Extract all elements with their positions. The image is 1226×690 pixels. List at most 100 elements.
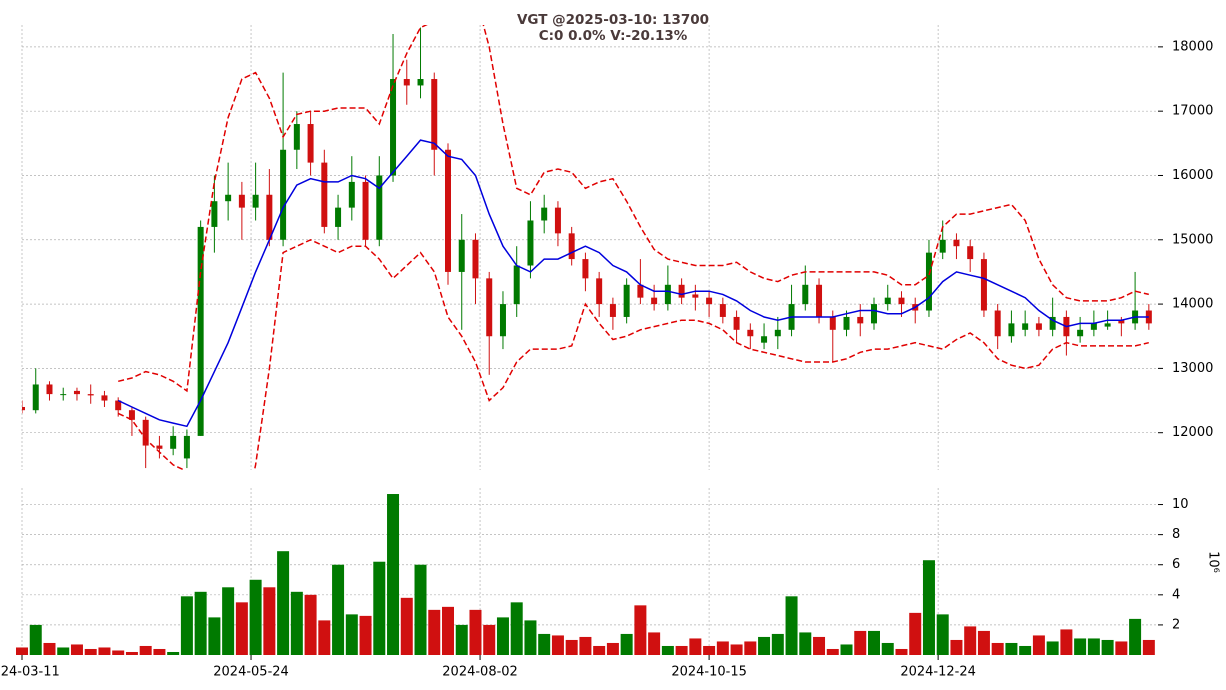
volume-bar xyxy=(1046,641,1059,655)
volume-bar xyxy=(936,614,949,655)
candle-body xyxy=(280,149,287,240)
volume-bar xyxy=(1060,629,1073,655)
candle-body xyxy=(1145,310,1152,324)
volume-bar xyxy=(565,639,578,655)
volume-bar xyxy=(881,642,894,655)
volume-bar xyxy=(634,605,647,655)
volume-bar xyxy=(483,624,496,655)
volume-bar xyxy=(1087,638,1100,655)
candle-body xyxy=(554,207,561,234)
volume-axis-label: 10⁶ xyxy=(1206,551,1221,573)
candle-body xyxy=(513,265,520,305)
candle-body xyxy=(719,304,726,317)
volume-bar xyxy=(922,560,935,655)
candle-body xyxy=(307,124,314,163)
volume-bar xyxy=(1129,618,1142,655)
volume-bar xyxy=(771,633,784,655)
price-panel xyxy=(22,25,1152,470)
candle-body xyxy=(156,445,163,449)
chart-subtitle: C:0 0.0% V:-20.13% xyxy=(539,28,688,44)
candle-body xyxy=(898,297,905,305)
candle-body xyxy=(1022,323,1029,330)
candle-body xyxy=(871,304,877,324)
candle-body xyxy=(128,410,135,420)
volume-bar xyxy=(345,614,358,655)
candle-body xyxy=(541,207,548,221)
volume-bar xyxy=(153,648,166,655)
volume-bar xyxy=(854,630,867,655)
candle-body xyxy=(403,79,410,86)
volume-bar xyxy=(84,648,97,655)
candle-body xyxy=(774,329,781,337)
candle-body xyxy=(747,329,754,337)
candle-body xyxy=(596,278,603,305)
candle-body xyxy=(46,384,53,395)
candle-body xyxy=(939,239,946,253)
candle-body xyxy=(1090,323,1097,330)
volume-bar xyxy=(758,636,771,655)
candle-body xyxy=(431,79,438,150)
candle-body xyxy=(266,194,273,240)
candle-body xyxy=(183,435,190,459)
volume-bar xyxy=(977,630,990,655)
candle-body xyxy=(692,294,699,298)
y-tick-label: 15000 xyxy=(1172,232,1213,247)
volume-bar xyxy=(799,632,812,655)
volume-bar xyxy=(428,609,441,655)
volume-bar xyxy=(593,645,606,655)
volume-bar xyxy=(400,597,413,655)
y-tick-label: 16000 xyxy=(1172,168,1213,183)
candle-body xyxy=(293,124,300,150)
candle-body xyxy=(499,304,506,337)
volume-bar xyxy=(387,494,400,655)
candle-body xyxy=(1077,329,1084,337)
candle-body xyxy=(664,284,671,305)
candle-body xyxy=(321,162,328,227)
x-tick-label: 2024-10-15 xyxy=(671,665,747,680)
candle-body xyxy=(980,259,987,311)
candle-body xyxy=(857,316,864,324)
candle-body xyxy=(32,384,39,411)
volume-bar xyxy=(496,617,509,655)
x-tick-label: 2024-08-02 xyxy=(442,665,518,680)
candle-body xyxy=(417,79,424,86)
volume-bar xyxy=(263,587,276,655)
volume-bar xyxy=(442,606,454,655)
volume-bar xyxy=(538,633,551,655)
candle-body xyxy=(73,390,80,395)
x-tick-label: 2024-12-24 xyxy=(900,665,976,680)
y-tick-label: 4 xyxy=(1172,587,1180,602)
y-tick-label: 8 xyxy=(1172,527,1180,542)
candle-body xyxy=(816,284,823,317)
candle-body xyxy=(1118,320,1125,324)
candle-body xyxy=(568,233,575,260)
volume-bar xyxy=(112,650,125,655)
candle-body xyxy=(1008,323,1015,337)
candle-body xyxy=(527,220,534,266)
candle-body xyxy=(22,406,25,411)
volume-bar xyxy=(277,551,290,655)
volume-bar xyxy=(661,645,674,655)
candle-body xyxy=(802,284,809,305)
candle-body xyxy=(472,239,479,279)
y-tick-label: 17000 xyxy=(1172,104,1213,119)
volume-bar xyxy=(194,591,207,655)
volume-bar xyxy=(510,602,523,655)
volume-bar xyxy=(332,564,345,655)
candle-body xyxy=(197,226,204,436)
volume-bar xyxy=(785,596,798,655)
candle-body xyxy=(1035,323,1042,330)
candle-body xyxy=(706,297,713,305)
y-tick-label: 13000 xyxy=(1172,361,1213,376)
volume-bar xyxy=(180,596,193,655)
volume-bar xyxy=(716,641,729,655)
volume-bar xyxy=(689,638,702,655)
candle-body xyxy=(60,394,67,396)
y-tick-label: 14000 xyxy=(1172,297,1213,312)
candle-body xyxy=(101,395,108,401)
volume-bar xyxy=(304,594,317,655)
volume-bar xyxy=(125,651,138,655)
upper-line xyxy=(118,25,1149,393)
y-tick-label: 10 xyxy=(1172,497,1189,512)
